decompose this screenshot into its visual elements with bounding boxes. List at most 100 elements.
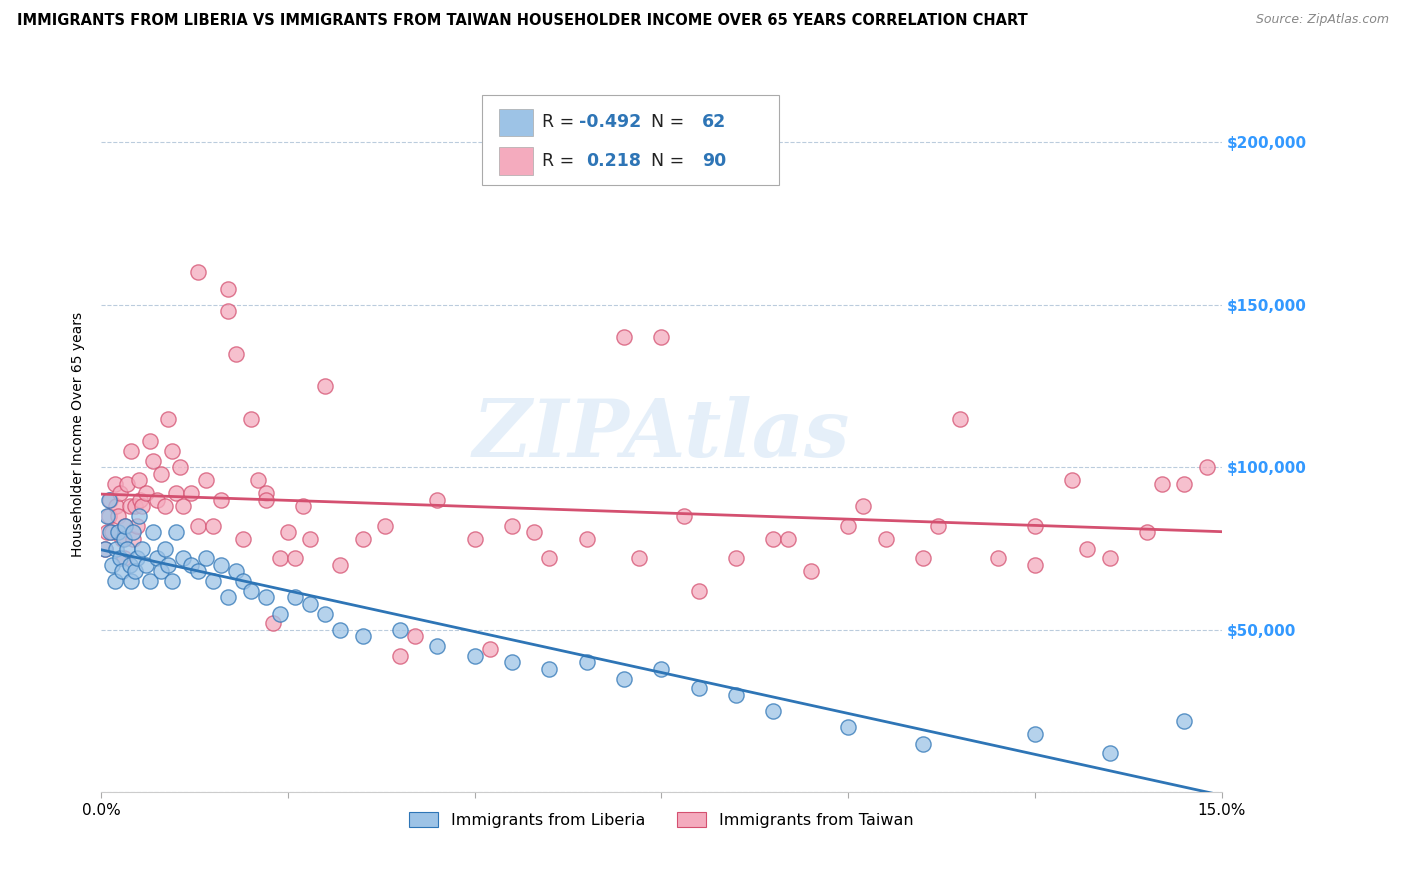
Point bbox=[217, 304, 239, 318]
Point bbox=[124, 500, 146, 514]
Point bbox=[149, 565, 172, 579]
Point bbox=[165, 525, 187, 540]
Point bbox=[180, 486, 202, 500]
Point bbox=[247, 474, 270, 488]
Text: -0.492: -0.492 bbox=[578, 113, 641, 131]
Point bbox=[157, 411, 180, 425]
Point bbox=[725, 551, 748, 566]
Point bbox=[314, 379, 336, 393]
Point bbox=[209, 492, 232, 507]
Point bbox=[1136, 525, 1159, 540]
Point bbox=[202, 574, 225, 588]
Point bbox=[111, 532, 134, 546]
Point bbox=[1173, 476, 1195, 491]
Point bbox=[117, 541, 139, 556]
Point bbox=[153, 500, 176, 514]
Point bbox=[124, 565, 146, 579]
Point bbox=[1076, 541, 1098, 556]
Text: N =: N = bbox=[640, 113, 685, 131]
Point bbox=[314, 607, 336, 621]
Point bbox=[911, 737, 934, 751]
Point bbox=[262, 616, 284, 631]
Point bbox=[299, 597, 322, 611]
Point bbox=[650, 662, 672, 676]
Text: Source: ZipAtlas.com: Source: ZipAtlas.com bbox=[1256, 13, 1389, 27]
Point bbox=[194, 551, 217, 566]
Point bbox=[837, 519, 859, 533]
Point bbox=[97, 492, 120, 507]
Point bbox=[478, 642, 501, 657]
Point bbox=[1098, 551, 1121, 566]
Text: 0.218: 0.218 bbox=[586, 152, 641, 170]
Point bbox=[613, 330, 636, 344]
Point bbox=[107, 525, 129, 540]
Point bbox=[239, 583, 262, 598]
Point bbox=[523, 525, 546, 540]
Point bbox=[1024, 558, 1046, 572]
Point bbox=[114, 519, 136, 533]
Point bbox=[153, 541, 176, 556]
Point bbox=[98, 492, 121, 507]
Point bbox=[404, 629, 426, 643]
Point bbox=[94, 541, 117, 556]
Point bbox=[104, 574, 127, 588]
Point bbox=[388, 623, 411, 637]
Point bbox=[464, 532, 486, 546]
Point bbox=[352, 532, 374, 546]
Point bbox=[112, 551, 135, 566]
Point bbox=[217, 591, 239, 605]
Point bbox=[194, 474, 217, 488]
Point bbox=[254, 492, 277, 507]
Point bbox=[101, 558, 124, 572]
Point bbox=[1150, 476, 1173, 491]
Point bbox=[108, 486, 131, 500]
Point bbox=[105, 541, 128, 556]
Point bbox=[426, 492, 449, 507]
Point bbox=[96, 509, 118, 524]
Point bbox=[352, 629, 374, 643]
Text: ZIPAtlas: ZIPAtlas bbox=[472, 396, 851, 474]
Point bbox=[135, 558, 157, 572]
Point bbox=[1195, 460, 1218, 475]
Point bbox=[131, 541, 153, 556]
Point bbox=[269, 551, 291, 566]
Point bbox=[269, 607, 291, 621]
Point bbox=[225, 565, 247, 579]
Point bbox=[146, 551, 169, 566]
Point bbox=[118, 500, 141, 514]
Point bbox=[187, 565, 209, 579]
Point bbox=[284, 551, 307, 566]
Point bbox=[837, 720, 859, 734]
Point bbox=[1024, 727, 1046, 741]
Point bbox=[98, 525, 121, 540]
Point bbox=[762, 532, 785, 546]
Point bbox=[120, 574, 142, 588]
Point bbox=[875, 532, 897, 546]
Point bbox=[277, 525, 299, 540]
Point bbox=[987, 551, 1010, 566]
Point bbox=[254, 591, 277, 605]
Point bbox=[927, 519, 949, 533]
Point bbox=[157, 558, 180, 572]
Point bbox=[232, 574, 254, 588]
Point bbox=[160, 444, 183, 458]
Point bbox=[165, 486, 187, 500]
Point bbox=[852, 500, 875, 514]
Point bbox=[108, 551, 131, 566]
Y-axis label: Householder Income Over 65 years: Householder Income Over 65 years bbox=[72, 312, 86, 558]
Point bbox=[291, 500, 314, 514]
Point bbox=[1062, 474, 1084, 488]
Point bbox=[299, 532, 322, 546]
Point bbox=[762, 704, 785, 718]
Point bbox=[464, 648, 486, 663]
Point bbox=[142, 525, 165, 540]
Point bbox=[125, 551, 148, 566]
Legend: Immigrants from Liberia, Immigrants from Taiwan: Immigrants from Liberia, Immigrants from… bbox=[404, 805, 920, 834]
Point bbox=[111, 565, 134, 579]
Point bbox=[97, 509, 120, 524]
Text: R =: R = bbox=[541, 113, 579, 131]
Point bbox=[575, 656, 598, 670]
Point bbox=[217, 282, 239, 296]
Text: N =: N = bbox=[640, 152, 685, 170]
Point bbox=[329, 623, 352, 637]
